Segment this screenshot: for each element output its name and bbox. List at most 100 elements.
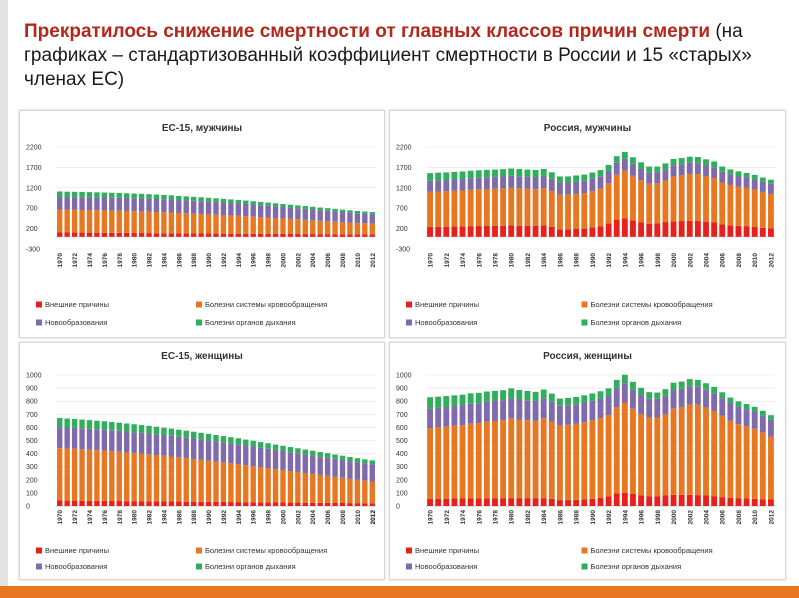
bar-segment-cardio-2010 [354,479,361,504]
bar-segment-external-1997 [646,223,653,237]
bar-segment-neoplasms-2004 [703,389,709,408]
bar-segment-neoplasms-1975 [94,197,100,211]
x-tick-label: 1992 [221,510,228,525]
bar-segment-external-1986 [176,501,182,506]
legend-label: Новообразования [45,318,107,327]
bar-segment-cardio-2005 [317,474,323,503]
y-tick-label: 1700 [396,165,412,172]
x-tick-label: 1992 [221,253,228,268]
legend-label: Болезни органов дыхания [591,562,682,571]
bar-segment-external-2012 [369,503,375,506]
x-tick-label: 2000 [280,253,287,268]
x-tick-label: 2012 [370,510,377,525]
bar-segment-neoplasms-1989 [198,201,204,214]
bar-segment-respiratory-2005 [317,452,323,457]
bar-segment-external-2012 [768,499,774,506]
x-tick-label: 1990 [206,253,213,268]
bar-segment-respiratory-2002 [686,156,693,163]
bar-segment-cardio-1983 [153,211,160,234]
y-tick-label: 300 [26,464,38,471]
bar-segment-respiratory-1983 [153,426,160,435]
bar-segment-neoplasms-1982 [524,176,531,189]
x-tick-label: 1988 [574,253,581,268]
x-tick-label: 2008 [736,510,743,525]
bar-segment-neoplasms-1970 [427,180,433,192]
bar-segment-respiratory-1977 [483,169,490,178]
bar-segment-respiratory-1986 [557,398,563,406]
bar-segment-external-2002 [295,502,301,506]
bar-segment-respiratory-1980 [131,193,137,199]
bar-segment-external-1973 [79,500,85,506]
x-tick-label: 2004 [310,510,317,525]
chart-title: ЕС-15, мужчины [162,123,242,134]
bar-segment-neoplasms-2004 [703,165,709,176]
bar-segment-neoplasms-1979 [500,176,507,189]
x-tick-label: 1990 [206,510,213,525]
x-tick-label: 1988 [191,510,198,525]
x-tick-label: 2006 [325,510,332,525]
legend-label: Болезни системы кровообращения [591,300,713,309]
bar-segment-external-1997 [257,233,264,237]
bar-segment-respiratory-2010 [354,210,361,214]
bar-segment-cardio-1974 [459,425,466,499]
bar-segment-neoplasms-1974 [459,179,466,191]
x-tick-label: 1994 [236,253,243,268]
bar-segment-respiratory-1992 [605,388,612,396]
bar-segment-respiratory-2004 [310,450,316,456]
bar-segment-cardio-1997 [257,467,264,503]
bar-segment-cardio-2010 [751,189,758,227]
bar-segment-neoplasms-1975 [467,403,474,424]
bar-segment-neoplasms-1995 [243,445,249,466]
bar-segment-cardio-1991 [597,188,604,227]
bar-segment-external-2006 [719,224,726,237]
bar-segment-respiratory-1987 [183,196,189,201]
bar-segment-external-1986 [176,233,182,237]
slide-title: Прекратилось снижение смертности от глав… [24,20,794,92]
x-tick-label: 1972 [72,253,79,268]
bar-segment-external-1990 [205,233,212,237]
bar-segment-neoplasms-1988 [573,404,580,424]
bar-segment-neoplasms-2001 [287,207,294,219]
bar-segment-external-1993 [613,493,620,506]
bar-segment-respiratory-2011 [759,410,766,416]
bar-segment-cardio-1992 [605,183,612,224]
bar-segment-respiratory-1990 [589,393,596,401]
bar-segment-respiratory-1984 [540,389,547,399]
bar-segment-respiratory-1975 [467,393,474,404]
x-tick-label: 2008 [340,253,347,268]
bar-segment-cardio-2002 [295,219,301,235]
x-tick-label: 1996 [639,510,646,525]
bar-segment-cardio-1994 [235,215,242,234]
x-tick-label: 2000 [671,253,678,268]
bar-segment-respiratory-1984 [540,168,547,176]
bar-segment-neoplasms-2000 [280,207,286,219]
bar-segment-neoplasms-1994 [621,383,628,403]
bar-segment-cardio-1999 [662,414,669,496]
bar-segment-external-1974 [86,500,93,506]
bar-segment-cardio-1989 [198,459,204,502]
bar-segment-neoplasms-1994 [621,158,628,171]
bar-segment-respiratory-1993 [613,379,620,388]
x-tick-label: 2012 [768,253,775,268]
bar-segment-respiratory-1977 [109,192,115,198]
bar-segment-neoplasms-2011 [362,213,368,224]
bar-segment-external-2000 [280,502,286,506]
x-tick-label: 1998 [266,510,273,525]
bar-segment-respiratory-1983 [532,169,539,177]
bar-segment-cardio-1991 [597,417,604,498]
bar-segment-respiratory-2011 [759,177,766,182]
x-tick-label: 1996 [639,253,646,268]
y-tick-label: 100 [396,490,408,497]
bar-segment-neoplasms-1996 [638,168,644,181]
bar-segment-respiratory-2009 [743,404,750,410]
bar-segment-external-1985 [168,501,175,506]
bar-segment-respiratory-2007 [332,208,338,212]
bar-segment-respiratory-2005 [317,207,323,211]
legend-swatch [196,563,202,570]
bar-segment-external-1986 [557,500,563,506]
bar-segment-cardio-1994 [235,464,242,503]
legend-swatch [196,319,202,326]
y-tick-label: 0 [396,504,400,511]
bar-segment-cardio-1996 [250,216,256,234]
bar-segment-external-2010 [751,498,758,506]
